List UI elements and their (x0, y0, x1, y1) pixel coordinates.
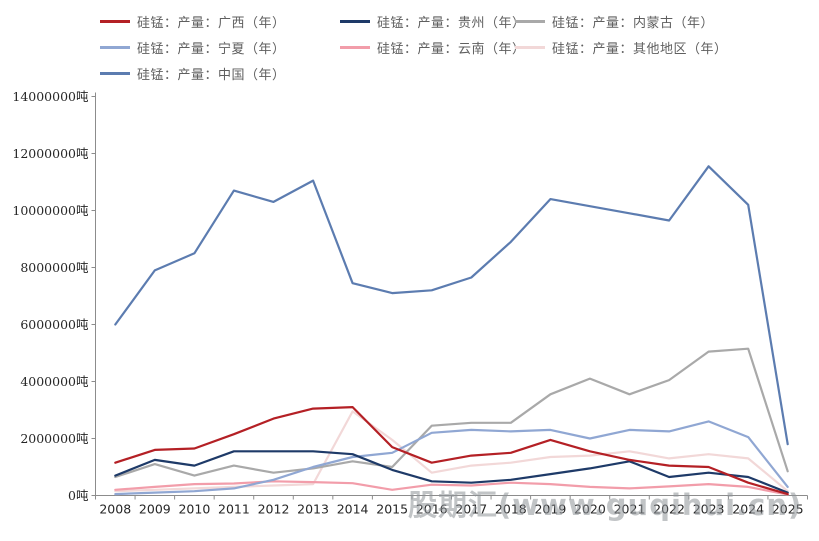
y-tick-label: 12000000吨 (12, 146, 89, 161)
x-axis: 2008 2009 2010 2011 2012 2013 2014 2015 2016 2017… (95, 495, 808, 517)
legend-row: 硅锰：产量：中国（年） (100, 60, 800, 86)
y-tick-label: 6000000吨 (20, 317, 89, 332)
y-tick-label: 10000000吨 (12, 203, 89, 218)
x-tick-label: 2021 (614, 502, 646, 517)
legend-line-swatch (515, 19, 545, 23)
series-line (114, 347, 789, 479)
legend-item: 硅锰：产量：广西（年） (100, 12, 340, 31)
x-tick-label: 2015 (376, 502, 408, 517)
x-tick-label: 2017 (455, 502, 487, 517)
y-tick-label: 0吨 (68, 488, 89, 503)
y-tick-label: 8000000吨 (20, 260, 89, 275)
x-tick-label: 2012 (258, 502, 290, 517)
series-line (114, 420, 789, 496)
legend-item: 硅锰：产量：宁夏（年） (100, 38, 340, 57)
series-line (114, 480, 789, 496)
legend-row: 硅锰：产量：广西（年） 硅锰：产量：贵州（年） 硅锰：产量：内蒙古（年） (100, 8, 800, 34)
x-tick-label: 2019 (534, 502, 566, 517)
x-tick-label: 2022 (653, 502, 685, 517)
legend-row: 硅锰：产量：宁夏（年） 硅锰：产量：云南（年） 硅锰：产量：其他地区（年） (100, 34, 800, 60)
legend-label: 硅锰：产量：贵州（年） (377, 15, 526, 31)
series-line (114, 450, 789, 494)
legend-item: 硅锰：产量：其他地区（年） (515, 38, 755, 57)
x-tick-label: 2024 (732, 502, 764, 517)
legend-label: 硅锰：产量：中国（年） (137, 67, 286, 83)
legend-label: 硅锰：产量：宁夏（年） (137, 41, 286, 57)
x-tick-label: 2020 (574, 502, 606, 517)
x-tick-label: 2023 (693, 502, 725, 517)
y-axis: 0吨 2000000吨 4000000吨 6000000吨 8000000吨 100000… (12, 89, 96, 503)
legend-label: 硅锰：产量：云南（年） (377, 41, 526, 57)
y-tick-label: 2000000吨 (20, 431, 89, 446)
series-lines (114, 165, 789, 496)
legend-label: 硅锰：产量：广西（年） (137, 15, 286, 31)
legend-line-swatch (340, 45, 370, 49)
legend-line-swatch (100, 19, 130, 23)
chart-legend: 硅锰：产量：广西（年） 硅锰：产量：贵州（年） 硅锰：产量：内蒙古（年） 硅锰：产量：… (100, 8, 800, 86)
legend-label: 硅锰：产量：其他地区（年） (552, 41, 728, 57)
y-tick-label: 14000000吨 (12, 89, 89, 104)
legend-item: 硅锰：产量：中国（年） (100, 64, 340, 83)
series-line (114, 410, 789, 493)
x-tick-label: 2008 (99, 502, 131, 517)
x-tick-label: 2013 (297, 502, 329, 517)
series-line (114, 406, 789, 496)
legend-line-swatch (100, 45, 130, 49)
x-tick-label: 2011 (218, 502, 250, 517)
legend-line-swatch (340, 19, 370, 23)
series-line (114, 165, 789, 446)
legend-line-swatch (100, 71, 130, 75)
x-tick-label: 2009 (139, 502, 171, 517)
x-tick-label: 2018 (495, 502, 527, 517)
x-tick-label: 2014 (337, 502, 369, 517)
watermark: 股期汇(www.guqihui.cn) (408, 488, 803, 522)
legend-item: 硅锰：产量：云南（年） (340, 38, 525, 57)
legend-line-swatch (515, 45, 545, 49)
legend-item: 硅锰：产量：贵州（年） (340, 12, 525, 31)
x-tick-label: 2010 (178, 502, 210, 517)
x-tick-label: 2016 (416, 502, 448, 517)
y-tick-label: 4000000吨 (20, 374, 89, 389)
legend-item: 硅锰：产量：内蒙古（年） (515, 12, 755, 31)
legend-label: 硅锰：产量：内蒙古（年） (552, 15, 715, 31)
x-tick-label: 2025 (772, 502, 804, 517)
